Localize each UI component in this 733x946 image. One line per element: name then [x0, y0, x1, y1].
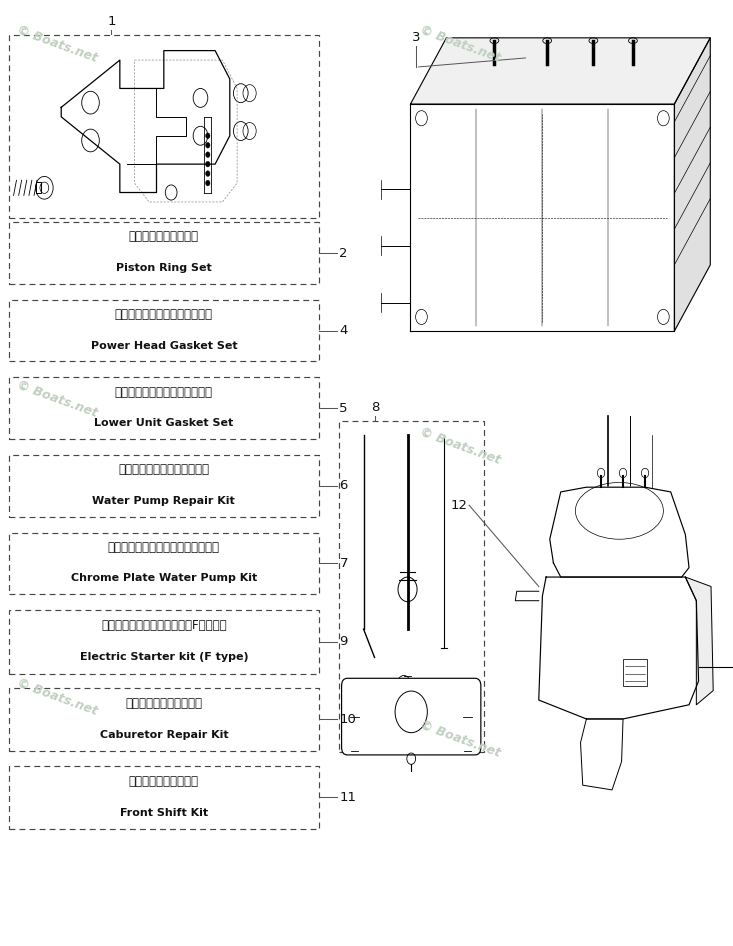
Text: エレクトロスタータキット（Fタイプ）: エレクトロスタータキット（Fタイプ） — [101, 620, 226, 632]
Text: © Boats.net: © Boats.net — [418, 426, 502, 467]
Text: ロワユニットガスケットセット: ロワユニットガスケットセット — [115, 386, 213, 398]
Text: 3: 3 — [412, 30, 421, 44]
Text: クロムメッキウォータポンプキット: クロムメッキウォータポンプキット — [108, 541, 220, 553]
Bar — [623, 659, 647, 686]
Text: パワーヘッドガスケットセット: パワーヘッドガスケットセット — [115, 308, 213, 321]
Text: Chrome Plate Water Pump Kit: Chrome Plate Water Pump Kit — [70, 573, 257, 584]
Text: © Boats.net: © Boats.net — [15, 24, 99, 65]
Circle shape — [205, 180, 210, 185]
Polygon shape — [581, 719, 623, 790]
Text: フロントシフトキット: フロントシフトキット — [129, 775, 199, 788]
Text: キャブレタリペアキット: キャブレタリペアキット — [125, 697, 202, 710]
Text: 7: 7 — [339, 557, 348, 569]
Polygon shape — [410, 104, 674, 331]
Circle shape — [205, 133, 210, 139]
Text: Electric Starter kit (F type): Electric Starter kit (F type) — [79, 652, 248, 662]
Text: © Boats.net: © Boats.net — [418, 24, 502, 65]
Text: © Boats.net: © Boats.net — [15, 378, 99, 420]
Polygon shape — [550, 487, 689, 577]
Text: 8: 8 — [371, 401, 380, 414]
Text: Caburetor Repair Kit: Caburetor Repair Kit — [100, 729, 228, 740]
Text: ウォータポンプリペアキット: ウォータポンプリペアキット — [118, 464, 210, 476]
Text: Front Shift Kit: Front Shift Kit — [119, 808, 208, 817]
Text: 2: 2 — [339, 247, 348, 259]
Text: 10: 10 — [339, 713, 356, 726]
Text: 4: 4 — [339, 324, 347, 337]
Polygon shape — [674, 38, 710, 331]
Text: ピストンリングセット: ピストンリングセット — [129, 231, 199, 243]
Circle shape — [205, 161, 210, 166]
Text: Piston Ring Set: Piston Ring Set — [116, 263, 212, 273]
Text: 9: 9 — [339, 636, 347, 648]
Text: Lower Unit Gasket Set: Lower Unit Gasket Set — [95, 418, 233, 429]
Text: 12: 12 — [451, 499, 468, 512]
Polygon shape — [685, 577, 713, 705]
Text: © Boats.net: © Boats.net — [15, 676, 99, 718]
Text: Water Pump Repair Kit: Water Pump Repair Kit — [92, 496, 235, 506]
Polygon shape — [515, 591, 539, 601]
Text: © Boats.net: © Boats.net — [418, 719, 502, 761]
Text: 6: 6 — [339, 480, 347, 492]
Text: 5: 5 — [339, 402, 348, 414]
Text: 11: 11 — [339, 791, 356, 804]
Circle shape — [205, 143, 210, 149]
Text: Power Head Gasket Set: Power Head Gasket Set — [90, 341, 237, 351]
Polygon shape — [410, 38, 710, 104]
Circle shape — [205, 152, 210, 158]
Text: 1: 1 — [107, 15, 116, 28]
Circle shape — [205, 170, 210, 176]
Polygon shape — [539, 577, 699, 719]
FancyBboxPatch shape — [342, 678, 481, 755]
